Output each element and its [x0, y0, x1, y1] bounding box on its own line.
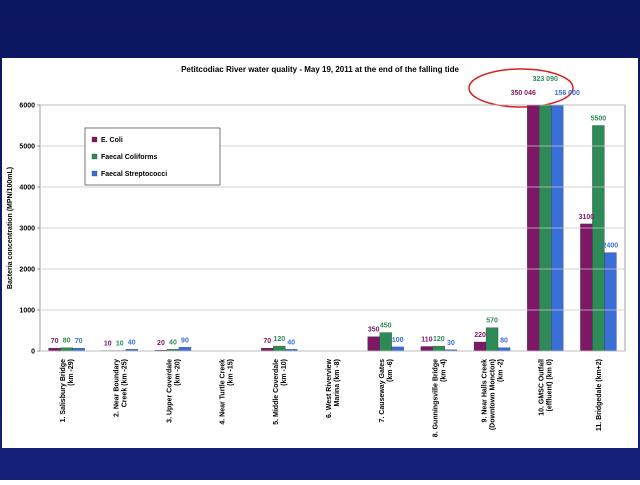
y-tick-label: 4000: [19, 185, 35, 192]
bar: [433, 346, 445, 351]
legend-label: E. Coli: [101, 137, 123, 144]
bar: [179, 347, 191, 351]
value-label: 350: [368, 327, 380, 334]
value-label: 2400: [603, 243, 619, 250]
x-tick-label: 9. Near Halls Creek: [482, 359, 489, 423]
x-tick-label: 11. Bridgedale (km+2): [596, 359, 603, 431]
legend-swatch: [92, 137, 97, 142]
y-tick-label: 5000: [19, 144, 35, 151]
value-label: 323 090: [533, 76, 558, 83]
x-tick-label: 1. Salisbury Bridge: [60, 359, 67, 423]
x-tick-label: Marina (km -8): [334, 359, 341, 406]
value-label: 120: [433, 336, 445, 343]
value-label: 3100: [579, 214, 595, 221]
bar: [49, 348, 61, 351]
value-label: 450: [380, 323, 392, 330]
x-tick-label: (Downtown Moncton): [490, 359, 497, 430]
bar: [474, 342, 486, 351]
x-tick-label: 10. GMSC Outfall: [539, 359, 546, 416]
legend-swatch: [92, 154, 97, 159]
bar: [261, 348, 273, 351]
value-label: 40: [169, 339, 177, 346]
value-label: 10: [116, 341, 124, 348]
value-label: 80: [500, 338, 508, 345]
x-tick-label: 3. Upper Coverdale: [166, 359, 173, 423]
value-label: 5500: [591, 116, 607, 123]
value-label: 20: [157, 340, 165, 347]
y-tick-label: 2000: [19, 267, 35, 274]
y-tick-label: 0: [31, 349, 35, 356]
value-label: 70: [263, 338, 271, 345]
x-tick-label: (km -4): [440, 359, 447, 382]
x-tick-label: 4. Near Turtle Creek: [220, 359, 227, 425]
value-label: 120: [273, 336, 285, 343]
bar: [273, 346, 285, 351]
bar: [73, 348, 85, 351]
x-tick-label: (km -20): [174, 359, 181, 386]
x-tick-label: 5. Middle Coverdale: [273, 359, 280, 425]
bar: [604, 253, 616, 351]
y-tick-label: 3000: [19, 226, 35, 233]
value-label: 350 046: [511, 90, 536, 97]
x-tick-label: (km -29): [68, 359, 75, 386]
value-label: 110: [421, 336, 432, 343]
legend-swatch: [92, 171, 97, 176]
bar: [486, 328, 498, 351]
legend-label: Faecal Coliforms: [101, 154, 158, 161]
bar: [580, 224, 592, 351]
x-tick-label: (km -2): [498, 359, 505, 382]
bar: [61, 348, 73, 351]
value-label: 40: [287, 339, 295, 346]
x-tick-label: Creek (km -25): [121, 359, 128, 407]
value-label: 40: [128, 339, 136, 346]
chart-title: Petitcodiac River water quality - May 19…: [181, 65, 459, 74]
value-label: 90: [181, 337, 189, 344]
value-label: 30: [447, 340, 455, 347]
bar: [498, 348, 510, 351]
bar: [592, 126, 604, 352]
value-label: 70: [51, 338, 59, 345]
y-axis-label: Bacteria concentration (MPN/100mL): [7, 167, 14, 289]
y-tick-label: 1000: [19, 308, 35, 315]
x-tick-label: 7. Causeway Gates: [379, 359, 386, 423]
x-tick-label: (km -6): [387, 359, 394, 382]
bar: [368, 337, 380, 351]
y-tick-label: 6000: [19, 103, 35, 110]
legend-label: Faecal Streptococci: [101, 171, 167, 178]
x-tick-label: 8. Gunningsville Bridge: [432, 359, 439, 437]
bar: [380, 333, 392, 351]
x-tick-label: (km -15): [228, 359, 235, 386]
value-label: 100: [392, 337, 404, 344]
bar: [421, 346, 433, 351]
value-label: 70: [75, 338, 83, 345]
value-label: 156 000: [555, 90, 580, 97]
value-label: 80: [63, 338, 71, 345]
x-tick-label: 2. Near Boundary: [113, 359, 120, 417]
bar: [392, 347, 404, 351]
x-tick-label: (effluent) (km 0): [547, 359, 554, 412]
value-label: 10: [104, 341, 112, 348]
value-label: 570: [486, 318, 498, 325]
x-tick-label: 6. West Riverview: [326, 358, 333, 418]
x-tick-label: (km -10): [281, 359, 288, 386]
value-label: 220: [474, 332, 486, 339]
